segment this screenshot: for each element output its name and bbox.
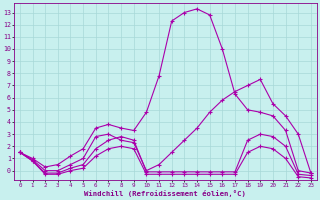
X-axis label: Windchill (Refroidissement éolien,°C): Windchill (Refroidissement éolien,°C) <box>84 190 246 197</box>
